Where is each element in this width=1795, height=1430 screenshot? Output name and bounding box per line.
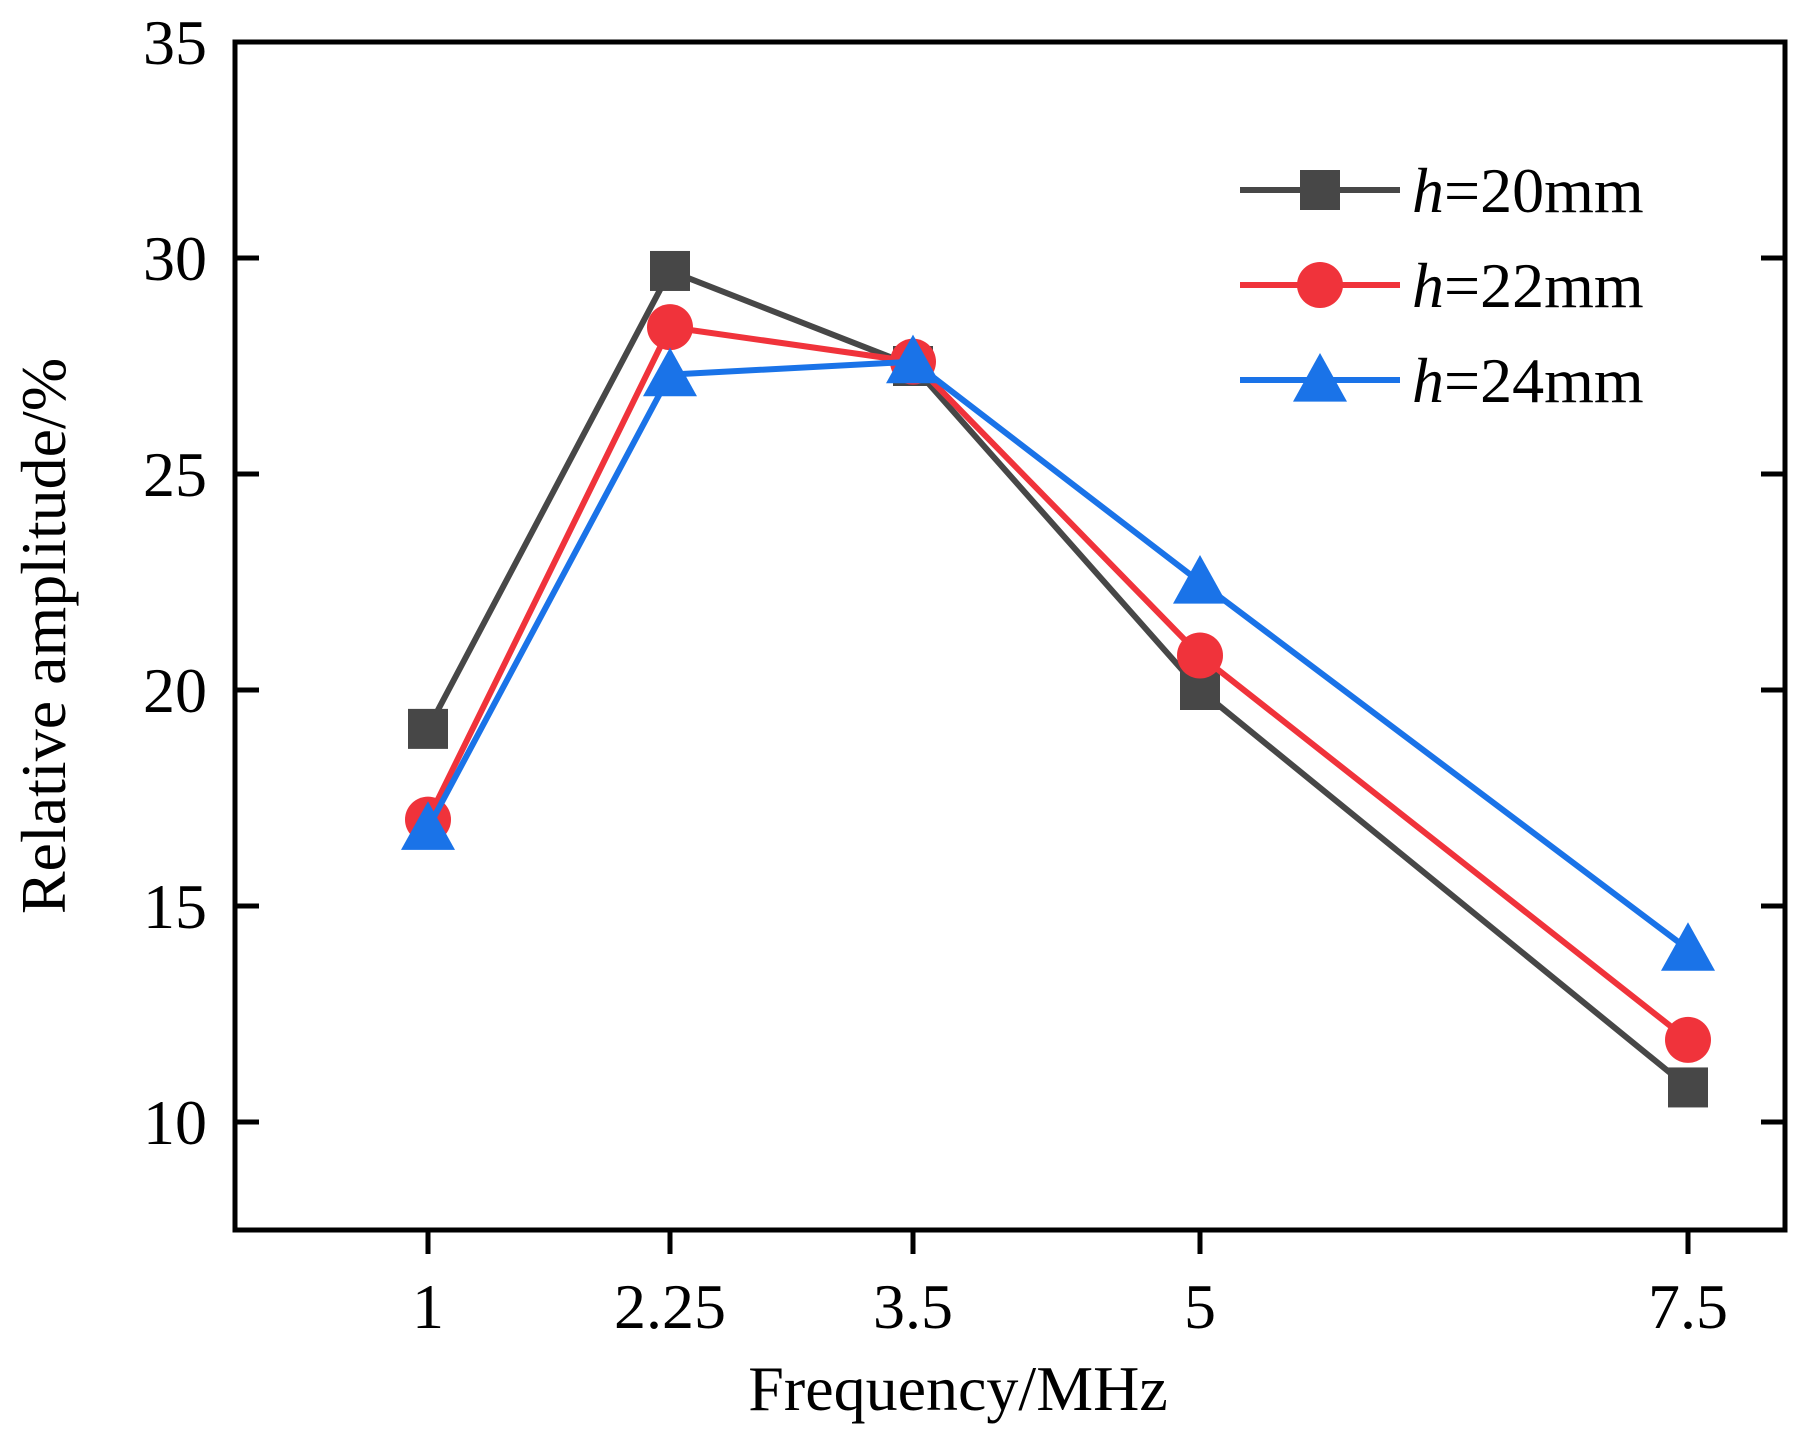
data-point-square [408,708,448,749]
y-tick-label: 10 [143,1087,207,1158]
y-tick-label: 15 [143,871,207,942]
data-point-square [650,250,690,291]
series-3 [401,334,1715,971]
legend-label: h=20mm [1412,155,1644,226]
y-tick-label: 35 [143,7,207,78]
x-tick-label: 3.5 [873,1271,953,1342]
legend-item: h=22mm [1240,250,1644,321]
y-tick-label: 20 [143,655,207,726]
data-point-circle [647,304,693,351]
legend-label-suffix: =20mm [1444,155,1644,226]
legend-label-prefix: h [1412,155,1444,226]
legend-label-prefix: h [1412,345,1444,416]
x-tick-label: 1 [412,1271,444,1342]
legend-label-suffix: =24mm [1444,345,1644,416]
y-axis-label: Relative amplitude/% [8,358,79,914]
y-tick-label: 30 [143,223,207,294]
axes-layer: 10 15 20 25 30 35 1 2.25 3.5 5 7.5 [143,7,1785,1342]
data-point-triangle [1173,555,1227,604]
x-axis-label: Frequency/MHz [748,1353,1167,1424]
legend-item: h=20mm [1240,155,1644,226]
legend-label-prefix: h [1412,250,1444,321]
x-tick-label: 5 [1184,1271,1216,1342]
x-tick-label: 7.5 [1648,1271,1728,1342]
legend-label: h=24mm [1412,345,1644,416]
y-tick-label: 25 [143,439,207,510]
legend-label: h=22mm [1412,250,1644,321]
legend-marker-square [1300,170,1340,210]
data-point-triangle [886,334,940,384]
data-point-circle [1177,632,1223,679]
data-point-square [1668,1067,1708,1108]
legend-label-suffix: =22mm [1444,250,1644,321]
x-tick-label: 2.25 [614,1271,726,1342]
legend-item: h=24mm [1240,345,1644,416]
series-line [425,358,1690,952]
data-point-triangle [643,347,697,397]
data-point-triangle [1661,922,1715,971]
legend-marker-circle [1297,262,1343,308]
data-point-circle [1665,1016,1711,1063]
data-point-triangle [401,801,455,850]
series-layer [401,250,1715,1108]
plot-frame [232,39,1788,1233]
legend-marker-triangle [1293,353,1347,402]
